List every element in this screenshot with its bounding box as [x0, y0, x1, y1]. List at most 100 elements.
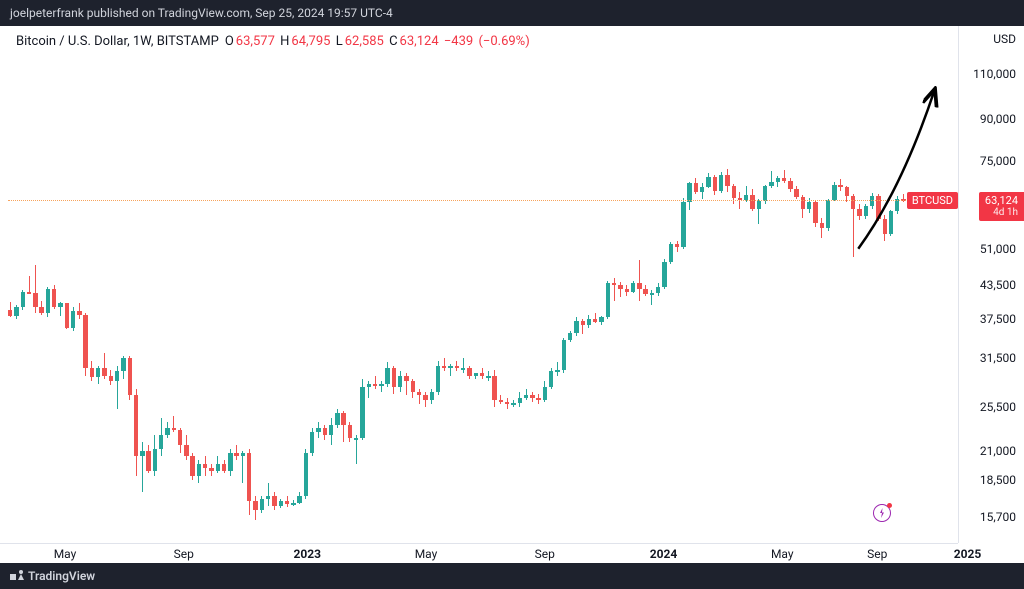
alert-icon[interactable]: [873, 504, 891, 522]
candle[interactable]: [21, 290, 25, 310]
candle[interactable]: [360, 379, 364, 440]
candle[interactable]: [536, 394, 540, 404]
candle[interactable]: [813, 200, 817, 227]
candle[interactable]: [713, 175, 717, 195]
candle[interactable]: [203, 456, 207, 476]
candle[interactable]: [197, 460, 201, 484]
candle[interactable]: [889, 210, 893, 236]
candle[interactable]: [392, 366, 396, 394]
price-axis[interactable]: USD 110,00090,00075,00051,00043,50037,50…: [958, 26, 1024, 543]
candle[interactable]: [297, 492, 301, 504]
candle[interactable]: [669, 242, 673, 263]
candle[interactable]: [524, 389, 528, 400]
candle[interactable]: [857, 204, 861, 221]
candle[interactable]: [253, 496, 257, 520]
candle[interactable]: [883, 215, 887, 241]
candle[interactable]: [530, 392, 534, 402]
candle[interactable]: [505, 398, 509, 409]
candle[interactable]: [184, 435, 188, 460]
candle[interactable]: [385, 362, 389, 387]
candle[interactable]: [65, 303, 69, 329]
candle[interactable]: [140, 442, 144, 492]
candle[interactable]: [83, 313, 87, 376]
candle[interactable]: [448, 364, 452, 376]
candle[interactable]: [474, 373, 478, 378]
candle[interactable]: [461, 358, 465, 373]
candle[interactable]: [499, 395, 503, 404]
candle[interactable]: [279, 499, 283, 509]
candle[interactable]: [656, 283, 660, 295]
candle[interactable]: [681, 198, 685, 249]
time-axis[interactable]: MaySep2023MaySep2024MaySep2025: [0, 543, 958, 563]
candle[interactable]: [725, 169, 729, 192]
candle[interactable]: [379, 381, 383, 392]
candle[interactable]: [442, 358, 446, 371]
candle[interactable]: [367, 381, 371, 398]
candle[interactable]: [455, 361, 459, 371]
candle[interactable]: [612, 278, 616, 301]
candle[interactable]: [518, 392, 522, 407]
candlestick-plot[interactable]: [8, 54, 958, 543]
candle[interactable]: [782, 170, 786, 182]
candle[interactable]: [599, 316, 603, 325]
candle[interactable]: [794, 186, 798, 199]
candle[interactable]: [323, 425, 327, 440]
candle[interactable]: [373, 376, 377, 390]
candle[interactable]: [266, 483, 270, 505]
candle[interactable]: [398, 371, 402, 392]
candle[interactable]: [467, 366, 471, 379]
candle[interactable]: [826, 199, 830, 231]
candle[interactable]: [631, 281, 635, 293]
candle[interactable]: [543, 381, 547, 402]
candle[interactable]: [593, 313, 597, 323]
candle[interactable]: [159, 418, 163, 456]
candle[interactable]: [335, 409, 339, 428]
candle[interactable]: [650, 290, 654, 305]
candle[interactable]: [675, 241, 679, 252]
candle[interactable]: [234, 445, 238, 459]
candle[interactable]: [625, 285, 629, 296]
candle[interactable]: [549, 368, 553, 389]
candle[interactable]: [109, 370, 113, 386]
candle[interactable]: [719, 172, 723, 193]
candle[interactable]: [329, 418, 333, 445]
candle[interactable]: [436, 361, 440, 396]
candle[interactable]: [316, 422, 320, 438]
candle[interactable]: [222, 460, 226, 474]
candle[interactable]: [165, 422, 169, 438]
candle[interactable]: [788, 178, 792, 191]
candle[interactable]: [876, 194, 880, 221]
candle[interactable]: [618, 282, 622, 297]
candle[interactable]: [838, 179, 842, 190]
candle[interactable]: [341, 411, 345, 442]
candle[interactable]: [58, 302, 62, 315]
chart-panel[interactable]: Bitcoin / U.S. Dollar, 1W, BITSTAMP O63,…: [0, 26, 1024, 563]
candle[interactable]: [430, 389, 434, 404]
candle[interactable]: [348, 422, 352, 442]
candle[interactable]: [128, 356, 132, 400]
candle[interactable]: [260, 496, 264, 512]
candle[interactable]: [115, 366, 119, 409]
candle[interactable]: [178, 428, 182, 453]
candle[interactable]: [486, 371, 490, 381]
candle[interactable]: [134, 389, 138, 476]
candle[interactable]: [247, 449, 251, 516]
candle[interactable]: [687, 182, 691, 210]
candle[interactable]: [285, 496, 289, 507]
candle[interactable]: [354, 435, 358, 464]
candle[interactable]: [241, 451, 245, 484]
candle[interactable]: [77, 303, 81, 319]
candle[interactable]: [643, 285, 647, 296]
candle[interactable]: [291, 500, 295, 505]
candle[interactable]: [587, 315, 591, 329]
candle[interactable]: [776, 176, 780, 187]
candle[interactable]: [52, 285, 56, 309]
candle[interactable]: [146, 445, 150, 473]
candle[interactable]: [272, 492, 276, 510]
candle[interactable]: [694, 178, 698, 194]
candle[interactable]: [411, 379, 415, 398]
candle[interactable]: [216, 456, 220, 473]
candle[interactable]: [801, 195, 805, 217]
candle[interactable]: [417, 389, 421, 404]
candle[interactable]: [706, 173, 710, 189]
